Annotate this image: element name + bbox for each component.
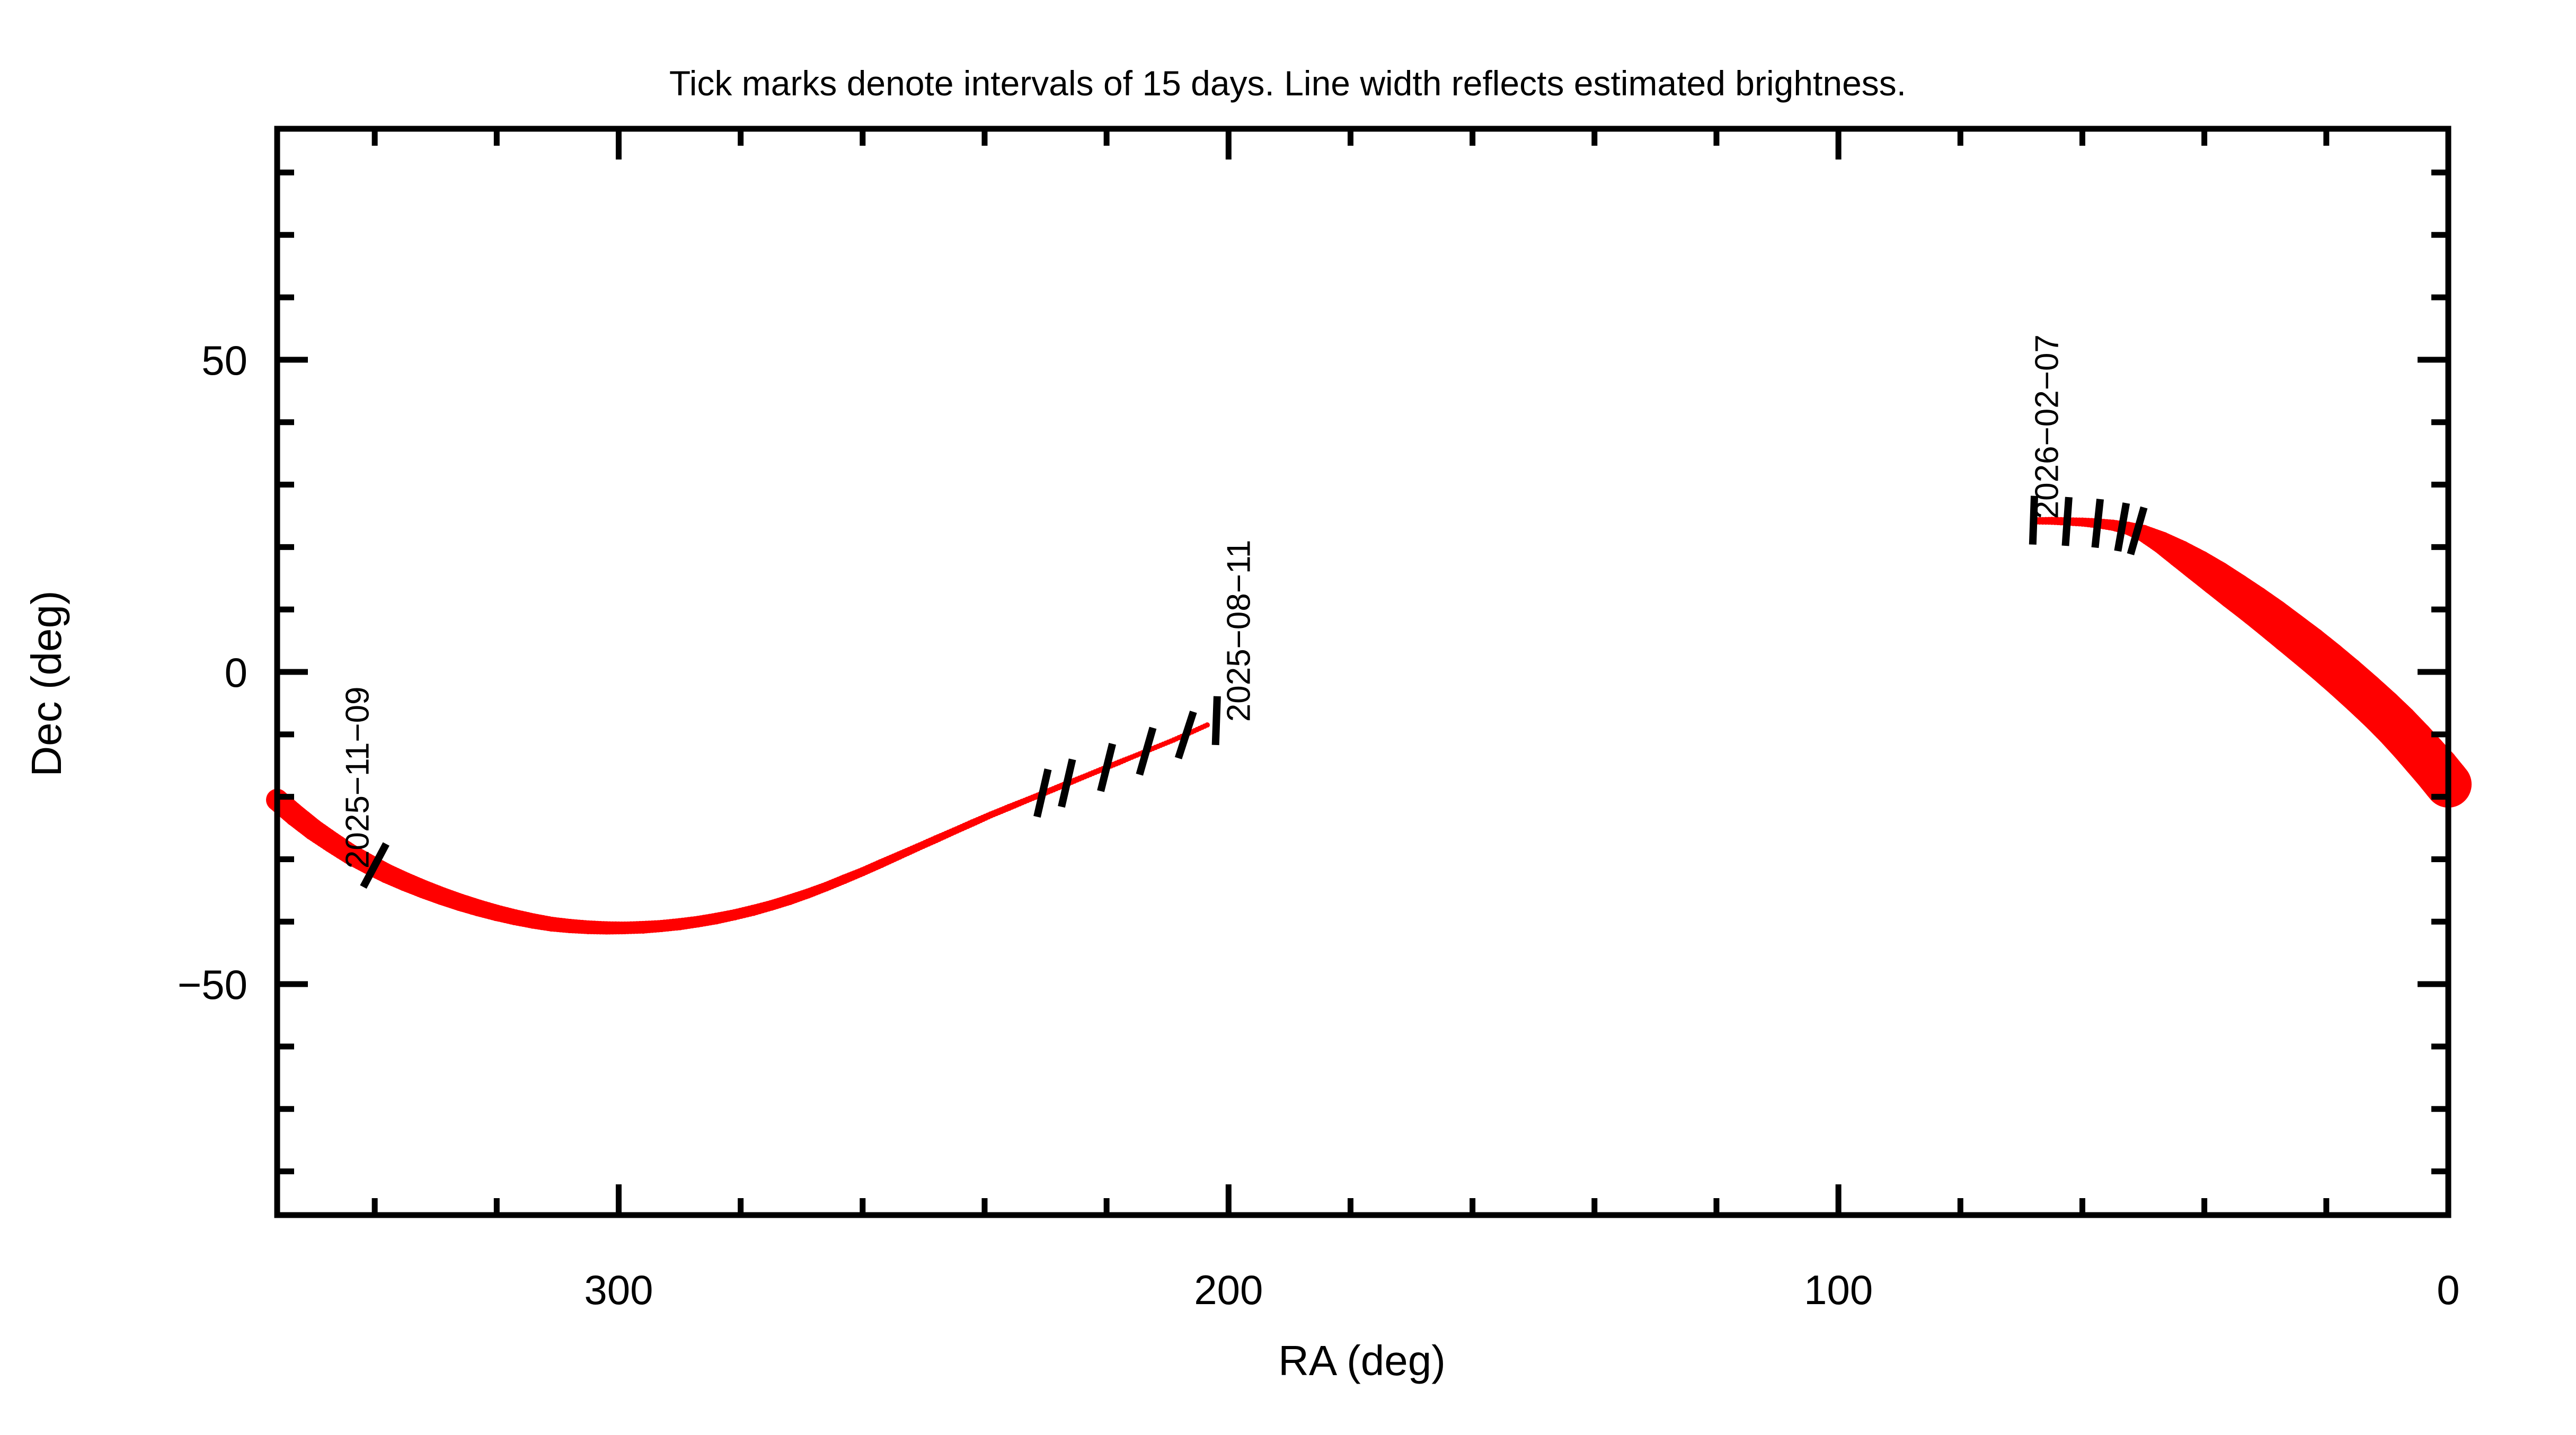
chart-title: Tick marks denote intervals of 15 days. …	[669, 64, 1906, 103]
x-tick-label: 300	[584, 1266, 653, 1313]
interval-tick-mark	[2091, 499, 2104, 548]
axes-frame-layer	[274, 126, 2451, 1218]
interval-tick-mark	[360, 842, 390, 889]
x-axis-label: RA (deg)	[1278, 1337, 1446, 1384]
x-tick-label: 200	[1194, 1266, 1263, 1313]
interval-tick-mark	[1097, 742, 1117, 792]
y-axis-label: Dec (deg)	[23, 590, 70, 776]
interval-tick-mark	[1058, 758, 1076, 808]
interval-tick-mark	[2127, 506, 2148, 555]
date-2025-08-11: 2025−08−11	[1221, 540, 1258, 722]
date-2025-11-09: 2025−11−09	[340, 686, 376, 869]
x-tick-label: 100	[1804, 1266, 1873, 1313]
interval-tick-marks-layer	[360, 495, 2148, 889]
y-axis-tick-labels: 50 0 −50	[178, 337, 247, 1008]
date-2026-02-07: 2026−02−07	[2029, 334, 2065, 519]
interval-tick-mark	[2029, 495, 2039, 545]
x-tick-label: 0	[2437, 1266, 2459, 1313]
interval-tick-mark	[1033, 768, 1052, 818]
y-tick-label: 0	[225, 649, 247, 696]
date-annotations-layer: 2025−11−09 2025−08−11 2026−02−07	[340, 334, 2066, 869]
interval-tick-mark	[1174, 711, 1197, 759]
x-axis-tick-labels: 300 200 100 0	[584, 1266, 2459, 1313]
comet-track-layer	[266, 517, 2472, 935]
interval-tick-mark	[2114, 502, 2130, 552]
interval-tick-mark	[2061, 497, 2073, 546]
comet-track-segment-2	[2033, 517, 2472, 808]
interval-tick-mark	[1136, 727, 1157, 776]
y-tick-label: 50	[201, 337, 247, 384]
interval-tick-mark	[1211, 696, 1221, 746]
comet-track-segment-1	[266, 722, 1210, 935]
y-tick-label: −50	[178, 961, 247, 1008]
